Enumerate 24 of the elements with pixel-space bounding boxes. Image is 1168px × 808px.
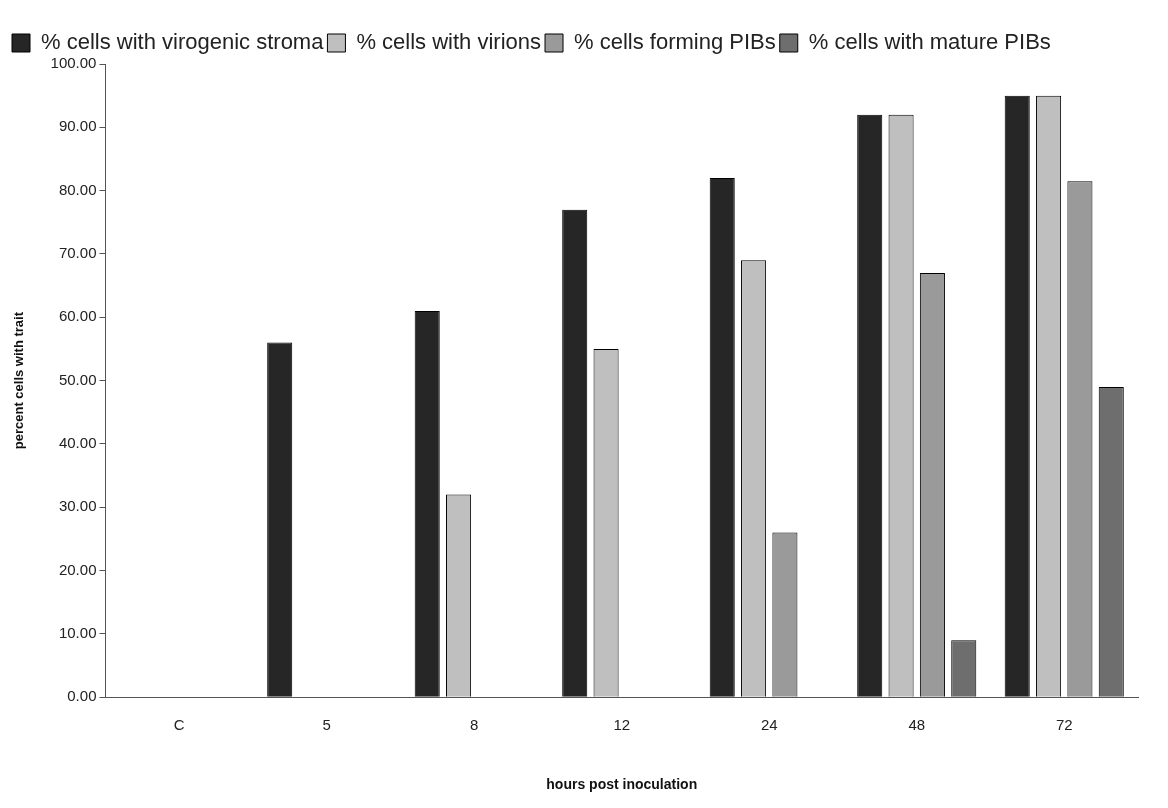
y-tick-label: 30.00 xyxy=(58,497,97,515)
y-tick-label: 60.00 xyxy=(58,307,97,325)
legend-label: % cells forming PIBs xyxy=(574,29,776,55)
y-tick-label: 0.00 xyxy=(67,687,97,705)
x-tick-label: 8 xyxy=(470,716,479,734)
legend-label: % cells with mature PIBs xyxy=(808,29,1051,55)
legend-label: % cells with virions xyxy=(356,29,542,55)
y-tick-label: 10.00 xyxy=(58,624,97,642)
legend-label: % cells with virogenic stroma xyxy=(41,29,325,55)
x-tick-label: 72 xyxy=(1055,716,1073,734)
x-tick-label: 48 xyxy=(908,716,926,734)
y-tick-label: 20.00 xyxy=(58,560,97,578)
y-tick-label: 70.00 xyxy=(58,244,97,262)
x-tick-label: C xyxy=(173,716,185,734)
x-tick-label: 12 xyxy=(613,716,631,734)
y-tick-label: 50.00 xyxy=(58,370,97,388)
y-tick-label: 40.00 xyxy=(58,434,97,452)
y-axis-title: percent cells with trait xyxy=(11,311,27,450)
x-axis-title: hours post inoculation xyxy=(546,776,698,793)
x-tick-label: 24 xyxy=(760,716,778,734)
y-tick-label: 80.00 xyxy=(58,180,97,198)
x-tick-label: 5 xyxy=(322,716,331,734)
y-tick-label: 100.00 xyxy=(50,54,97,72)
y-tick-label: 90.00 xyxy=(58,117,97,135)
